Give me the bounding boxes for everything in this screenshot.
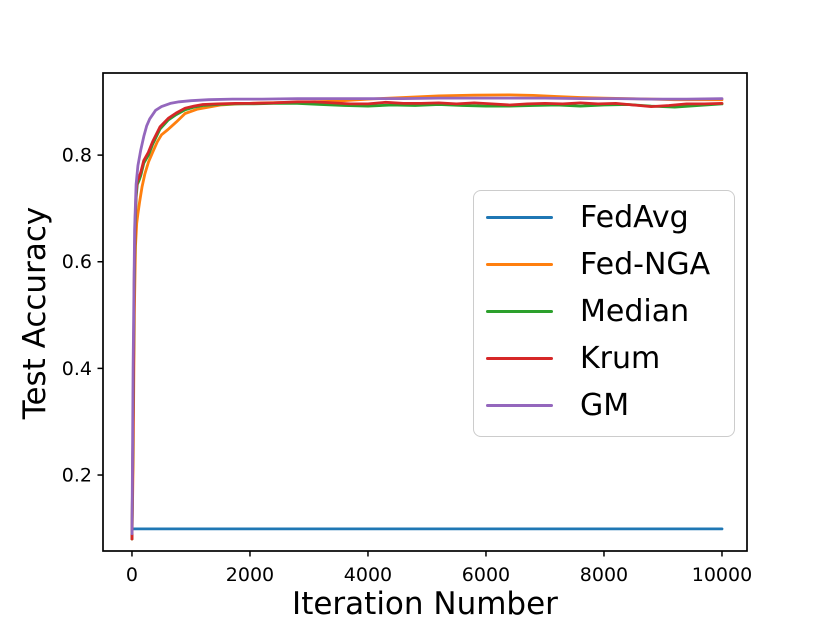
y-tick-label: 0.6 (62, 251, 92, 273)
legend-item-fed-nga: Fed-NGA (474, 248, 734, 281)
legend-line-sample-fed-nga (486, 263, 553, 266)
legend-line-sample-fedavg (486, 216, 553, 219)
axes-frame (102, 72, 748, 552)
legend-item-fedavg: FedAvg (474, 201, 734, 234)
y-tick-label: 0.8 (62, 145, 92, 167)
legend-line-sample-krum (486, 357, 553, 360)
x-tick-label: 4000 (344, 564, 392, 586)
x-tick-label: 8000 (580, 564, 628, 586)
x-tick-label: 10000 (692, 564, 752, 586)
legend-line-sample-gm (486, 404, 553, 407)
y-tick-label: 0.2 (62, 465, 92, 487)
y-axis-label: Test Accuracy (17, 207, 53, 420)
legend: FedAvg Fed-NGA Median Krum GM (473, 190, 735, 437)
legend-label-fedavg: FedAvg (580, 199, 689, 235)
x-axis-label: Iteration Number (292, 586, 558, 622)
legend-item-median: Median (474, 295, 734, 328)
legend-label-fed-nga: Fed-NGA (580, 246, 711, 282)
legend-label-median: Median (580, 293, 690, 329)
y-tick-label: 0.4 (62, 358, 92, 380)
legend-line-sample-median (486, 310, 553, 313)
legend-label-krum: Krum (580, 340, 661, 376)
legend-label-gm: GM (580, 387, 630, 423)
legend-item-krum: Krum (474, 342, 734, 375)
series-line-krum (130, 100, 724, 541)
legend-item-gm: GM (474, 389, 734, 422)
x-tick-label: 0 (126, 564, 138, 586)
series-line-gm (130, 96, 724, 536)
x-tick-label: 6000 (462, 564, 510, 586)
x-tick-label: 2000 (226, 564, 274, 586)
